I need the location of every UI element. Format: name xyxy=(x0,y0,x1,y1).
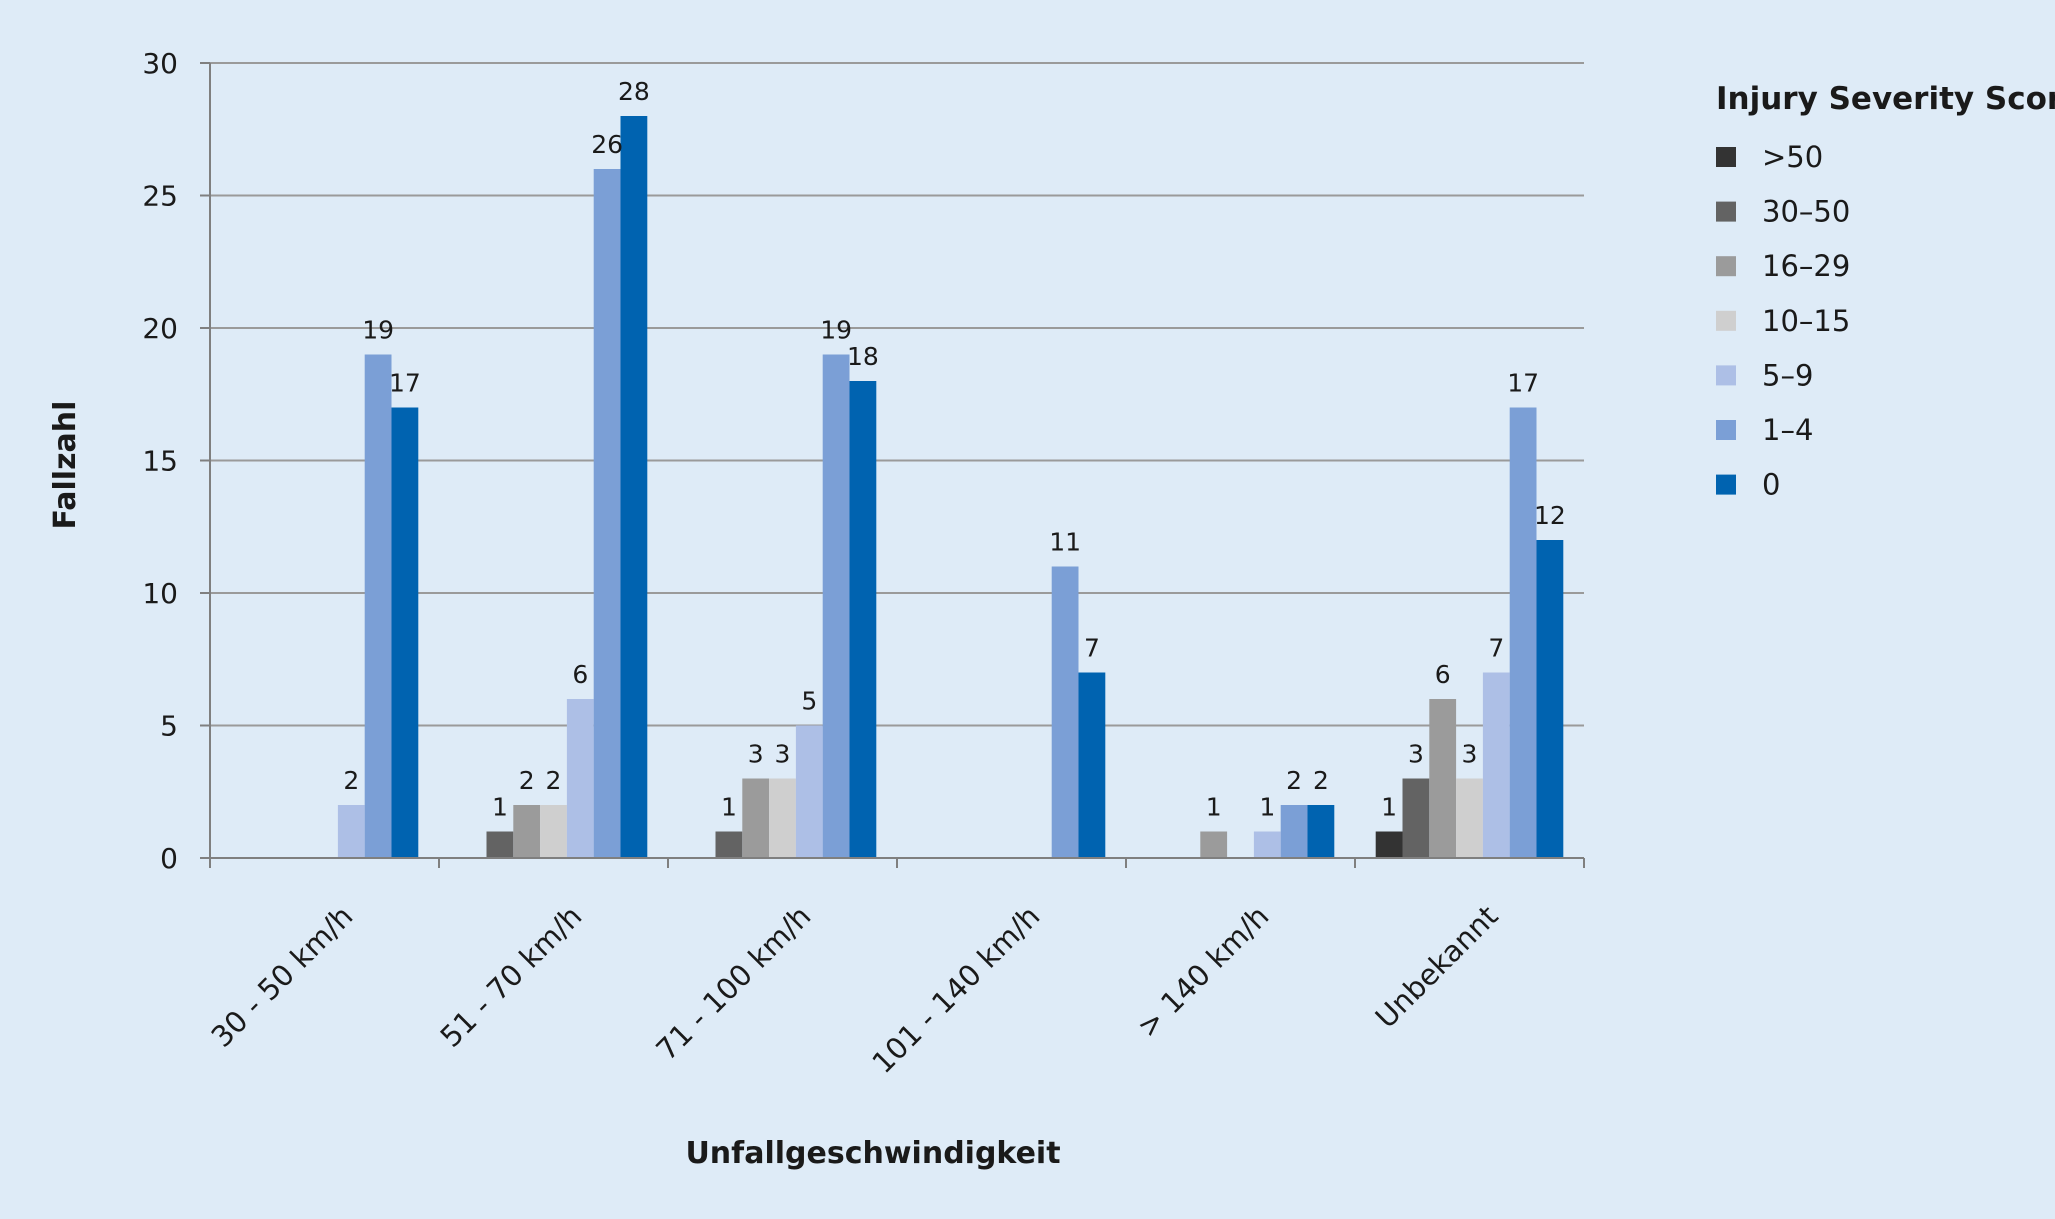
y-tick-label: 30 xyxy=(142,47,178,80)
bar xyxy=(593,169,621,858)
bar xyxy=(795,725,823,858)
legend-swatch xyxy=(1716,420,1736,440)
bar xyxy=(391,407,419,858)
data-label: 18 xyxy=(847,342,879,371)
bar xyxy=(849,381,877,858)
data-label: 19 xyxy=(362,316,394,345)
data-label: 1 xyxy=(492,793,508,822)
category-label: Unbekannt xyxy=(1369,899,1505,1035)
bar xyxy=(1051,566,1079,858)
y-tick-label: 20 xyxy=(142,312,178,345)
bar xyxy=(1375,831,1403,858)
y-tick-label: 5 xyxy=(160,710,178,743)
bars xyxy=(337,116,1564,858)
gridlines xyxy=(210,62,1584,727)
legend: Injury Severity Score >50 30–50 16–29 10–15… xyxy=(1716,81,2055,502)
legend-entry: 1–4 xyxy=(1762,413,1813,447)
bar xyxy=(1307,805,1335,858)
bar xyxy=(1402,778,1430,858)
data-label: 6 xyxy=(1435,660,1451,689)
data-label: 11 xyxy=(1049,528,1081,557)
bar xyxy=(742,778,770,858)
legend-entry: 16–29 xyxy=(1762,249,1850,283)
data-label: 28 xyxy=(618,77,650,106)
bar xyxy=(1078,672,1106,858)
y-tick-label: 25 xyxy=(142,180,178,213)
bar xyxy=(1200,831,1228,858)
data-label: 3 xyxy=(1408,740,1424,769)
bar xyxy=(513,805,541,858)
legend-entry: 30–50 xyxy=(1762,195,1850,229)
data-label: 12 xyxy=(1534,501,1566,530)
y-tick-label: 15 xyxy=(142,445,178,478)
data-label: 2 xyxy=(1313,766,1329,795)
data-label: 26 xyxy=(591,130,623,159)
data-label: 6 xyxy=(572,660,588,689)
data-label: 7 xyxy=(1488,634,1504,663)
bar xyxy=(337,805,365,858)
bar xyxy=(364,354,392,858)
bar xyxy=(822,354,850,858)
bar xyxy=(1456,778,1483,858)
data-label: 17 xyxy=(1507,369,1539,398)
data-label: 1 xyxy=(1381,793,1397,822)
legend-swatch xyxy=(1716,147,1736,167)
legend-swatch xyxy=(1716,365,1736,386)
bar xyxy=(1253,831,1281,858)
category-label: 101 - 140 km/h xyxy=(865,899,1046,1080)
bar xyxy=(1429,699,1457,858)
bar xyxy=(566,699,594,858)
data-label: 2 xyxy=(343,766,359,795)
data-label: 2 xyxy=(519,766,535,795)
y-axis-title: Fallzahl xyxy=(48,401,83,530)
bar xyxy=(1509,407,1537,858)
data-label: 1 xyxy=(1206,793,1222,822)
data-label: 19 xyxy=(820,316,852,345)
data-label: 5 xyxy=(801,687,817,716)
legend-entry: 10–15 xyxy=(1762,304,1850,338)
bar xyxy=(1536,540,1564,858)
legend-swatch xyxy=(1716,310,1736,331)
data-label: 3 xyxy=(748,740,764,769)
category-label: > 140 km/h xyxy=(1130,899,1275,1044)
data-label: 1 xyxy=(721,793,737,822)
x-axis xyxy=(209,63,1585,868)
legend-title: Injury Severity Score xyxy=(1716,81,2055,117)
data-label: 3 xyxy=(775,740,791,769)
legend-entry: >50 xyxy=(1762,140,1823,174)
data-label: 7 xyxy=(1084,634,1100,663)
legend-entry: 0 xyxy=(1762,468,1780,502)
bar xyxy=(540,805,567,858)
category-label: 51 - 70 km/h xyxy=(434,899,589,1054)
y-axis-ticks: 0 5 10 15 20 25 30 xyxy=(142,47,210,875)
data-label: 2 xyxy=(1286,766,1302,795)
legend-swatch xyxy=(1716,474,1736,495)
category-label: 30 - 50 km/h xyxy=(205,899,360,1054)
y-tick-label: 10 xyxy=(142,577,178,610)
category-label: 71 - 100 km/h xyxy=(649,899,817,1067)
bar xyxy=(620,116,648,858)
bar xyxy=(486,831,514,858)
bar xyxy=(1280,805,1308,858)
bar xyxy=(769,778,796,858)
legend-swatch xyxy=(1716,201,1736,222)
legend-swatch xyxy=(1716,256,1736,277)
bar xyxy=(715,831,743,858)
bar xyxy=(1482,672,1510,858)
data-label: 2 xyxy=(546,766,562,795)
data-label: 17 xyxy=(389,369,421,398)
category-labels: 30 - 50 km/h 51 - 70 km/h 71 - 100 km/h 101… xyxy=(205,899,1505,1080)
data-label: 3 xyxy=(1462,740,1478,769)
legend-entry: 5–9 xyxy=(1762,358,1813,392)
x-axis-title: Unfallgeschwindigkeit xyxy=(685,1136,1060,1171)
data-label: 1 xyxy=(1259,793,1275,822)
y-tick-label: 0 xyxy=(160,842,178,875)
